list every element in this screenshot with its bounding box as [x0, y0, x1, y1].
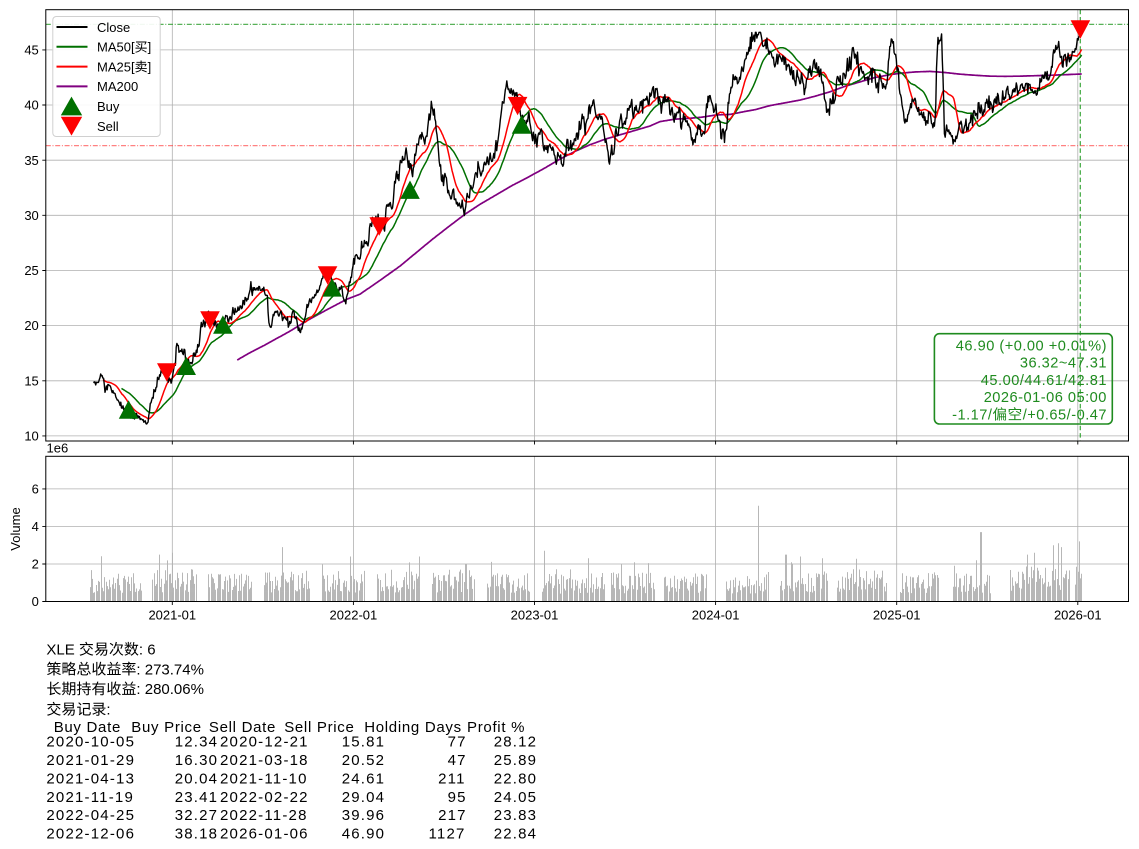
- svg-text:]: ]: [148, 59, 152, 74]
- svg-text:29.04: 29.04: [342, 789, 386, 806]
- svg-text:47: 47: [448, 752, 467, 769]
- svg-text:Close: Close: [97, 20, 130, 35]
- svg-text:2023-01: 2023-01: [511, 608, 559, 623]
- svg-text:MA50[: MA50[: [97, 40, 135, 55]
- svg-text:2022-12-06: 2022-12-06: [46, 826, 135, 843]
- svg-text:Buy Date: Buy Date: [54, 719, 121, 736]
- svg-text:2021-11-10: 2021-11-10: [220, 770, 308, 787]
- svg-text:MA25[: MA25[: [97, 59, 135, 74]
- svg-text:2022-01: 2022-01: [330, 608, 378, 623]
- svg-text:Profit %: Profit %: [467, 719, 525, 736]
- svg-text:20: 20: [24, 318, 38, 333]
- svg-text:25: 25: [24, 263, 38, 278]
- svg-text:36.32~47.31: 36.32~47.31: [1020, 356, 1107, 372]
- svg-text:24.61: 24.61: [342, 770, 386, 787]
- svg-text:-1.17/: -1.17/: [952, 408, 993, 424]
- svg-text:2020-12-21: 2020-12-21: [220, 733, 309, 750]
- svg-text:2022-04-25: 2022-04-25: [46, 807, 135, 824]
- svg-text:2026-01-06 05:00: 2026-01-06 05:00: [984, 390, 1107, 406]
- svg-text:2021-01-29: 2021-01-29: [46, 752, 135, 769]
- svg-text:35: 35: [24, 153, 38, 168]
- svg-text:2024-01: 2024-01: [692, 608, 740, 623]
- svg-text:12.34: 12.34: [175, 733, 219, 750]
- svg-text:95: 95: [448, 789, 467, 806]
- svg-text:2021-04-13: 2021-04-13: [46, 770, 135, 787]
- svg-text:Buy Price: Buy Price: [131, 719, 202, 736]
- svg-text:/+0.65/-0.47: /+0.65/-0.47: [1023, 408, 1107, 424]
- svg-text:211: 211: [438, 770, 466, 787]
- svg-text:10: 10: [24, 429, 38, 444]
- svg-text:2021-03-18: 2021-03-18: [220, 752, 309, 769]
- svg-text:24.05: 24.05: [494, 789, 538, 806]
- svg-text:30: 30: [24, 208, 38, 223]
- svg-text:: 280.06%: : 280.06%: [136, 681, 204, 698]
- svg-text:1e6: 1e6: [47, 441, 69, 456]
- svg-text:Sell Price: Sell Price: [284, 719, 354, 736]
- svg-text:2026-01-06: 2026-01-06: [220, 826, 309, 843]
- svg-text:45.00/44.61/42.81: 45.00/44.61/42.81: [981, 373, 1107, 389]
- svg-text:77: 77: [448, 733, 467, 750]
- svg-text:0: 0: [32, 594, 39, 609]
- svg-text:XLE: XLE: [46, 642, 74, 659]
- svg-text:22.80: 22.80: [494, 770, 538, 787]
- svg-text:45: 45: [24, 43, 38, 58]
- svg-text:2025-01: 2025-01: [873, 608, 921, 623]
- svg-text:38.18: 38.18: [175, 826, 219, 843]
- svg-text:25.89: 25.89: [494, 752, 538, 769]
- svg-text::: :: [106, 702, 110, 719]
- svg-text:16.30: 16.30: [175, 752, 219, 769]
- svg-text:15.81: 15.81: [342, 733, 386, 750]
- svg-text:2026-01: 2026-01: [1054, 608, 1102, 623]
- svg-text:2022-11-28: 2022-11-28: [220, 807, 308, 824]
- svg-text:6: 6: [32, 482, 39, 497]
- svg-text:23.41: 23.41: [175, 789, 219, 806]
- svg-text:2020-10-05: 2020-10-05: [46, 733, 135, 750]
- svg-text:20.04: 20.04: [175, 770, 219, 787]
- svg-text:]: ]: [148, 40, 152, 55]
- svg-text:2022-02-22: 2022-02-22: [220, 789, 309, 806]
- svg-text:20.52: 20.52: [342, 752, 386, 769]
- svg-text:Sell: Sell: [97, 119, 119, 134]
- svg-text:46.90 (+0.00 +0.01%): 46.90 (+0.00 +0.01%): [956, 338, 1107, 354]
- svg-text:46.90: 46.90: [342, 826, 386, 843]
- svg-text:Sell Date: Sell Date: [209, 719, 276, 736]
- svg-text:: 6: : 6: [139, 642, 156, 659]
- svg-text:Holding Days: Holding Days: [364, 719, 462, 736]
- svg-text:1127: 1127: [429, 826, 466, 843]
- svg-text:Buy: Buy: [97, 99, 120, 114]
- svg-text:Volume: Volume: [8, 507, 23, 550]
- svg-text:: 273.74%: : 273.74%: [136, 661, 204, 678]
- svg-text:2021-11-19: 2021-11-19: [46, 789, 134, 806]
- svg-text:40: 40: [24, 98, 38, 113]
- svg-text:15: 15: [24, 373, 38, 388]
- svg-text:2: 2: [32, 557, 39, 572]
- svg-text:MA200: MA200: [97, 79, 138, 94]
- svg-text:4: 4: [32, 519, 39, 534]
- svg-text:23.83: 23.83: [494, 807, 538, 824]
- svg-text:32.27: 32.27: [175, 807, 219, 824]
- svg-text:39.96: 39.96: [342, 807, 386, 824]
- svg-text:217: 217: [438, 807, 467, 824]
- svg-text:22.84: 22.84: [494, 826, 538, 843]
- svg-text:28.12: 28.12: [494, 733, 538, 750]
- svg-text:2021-01: 2021-01: [148, 608, 196, 623]
